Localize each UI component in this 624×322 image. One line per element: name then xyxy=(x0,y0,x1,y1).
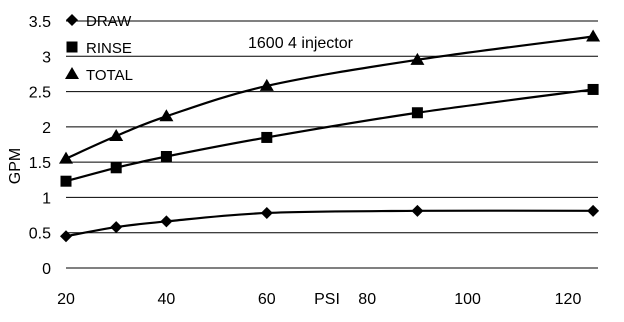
y-tick-labels: 0 0.5 1 1.5 2 2.5 3 3.5 xyxy=(29,14,51,278)
x-tick-label: 100 xyxy=(454,291,481,308)
data-point-draw xyxy=(160,215,173,228)
x-tick-label: 80 xyxy=(358,291,376,308)
y-tick-label: 3.5 xyxy=(29,14,51,31)
data-point-rinse xyxy=(261,131,273,143)
data-point-rinse xyxy=(110,162,122,174)
data-point-total xyxy=(109,129,124,142)
y-tick-label: 0 xyxy=(42,261,51,278)
legend-marker-rinse xyxy=(66,41,78,53)
x-tick-label: 120 xyxy=(555,291,582,308)
legend-label-draw: DRAW xyxy=(86,13,132,30)
y-tick-label: 3 xyxy=(42,49,51,66)
annotations: 1600 4 injector xyxy=(248,35,354,52)
data-point-total xyxy=(59,151,73,164)
data-point-rinse xyxy=(60,175,72,187)
data-point-total xyxy=(586,29,601,42)
legend-label-total: TOTAL xyxy=(86,67,133,84)
series-group xyxy=(59,29,601,243)
data-point-draw xyxy=(260,206,273,219)
y-tick-label: 0.5 xyxy=(29,226,51,243)
x-tick-label: 20 xyxy=(57,291,75,308)
x-tick-labels: 20 40 60 80 100 120 xyxy=(57,291,581,308)
data-point-total xyxy=(259,78,274,91)
x-tick-label: 40 xyxy=(158,291,176,308)
data-point-draw xyxy=(110,221,123,234)
y-tick-label: 2 xyxy=(42,120,51,137)
annotation-label: 1600 4 injector xyxy=(248,35,354,52)
data-point-total xyxy=(159,109,174,122)
x-axis-title: PSI xyxy=(314,291,340,308)
y-tick-label: 1 xyxy=(42,190,51,207)
legend: DRAW RINSE TOTAL xyxy=(65,13,133,84)
data-point-rinse xyxy=(160,150,172,162)
data-point-draw xyxy=(60,230,72,243)
legend-label-rinse: RINSE xyxy=(86,40,132,57)
y-tick-label: 1.5 xyxy=(29,155,51,172)
y-axis-title: GPM xyxy=(7,148,24,184)
series-line-total xyxy=(65,35,594,160)
data-point-draw xyxy=(587,204,600,217)
data-point-draw xyxy=(411,204,424,217)
grid-lines xyxy=(66,20,598,269)
legend-marker-draw xyxy=(66,14,78,26)
x-tick-label: 60 xyxy=(258,291,276,308)
data-point-total xyxy=(410,52,425,65)
data-point-rinse xyxy=(411,107,423,119)
data-point-rinse xyxy=(587,83,599,95)
y-tick-label: 2.5 xyxy=(29,85,51,102)
legend-marker-total xyxy=(65,67,79,79)
series-line-rinse xyxy=(65,88,594,183)
